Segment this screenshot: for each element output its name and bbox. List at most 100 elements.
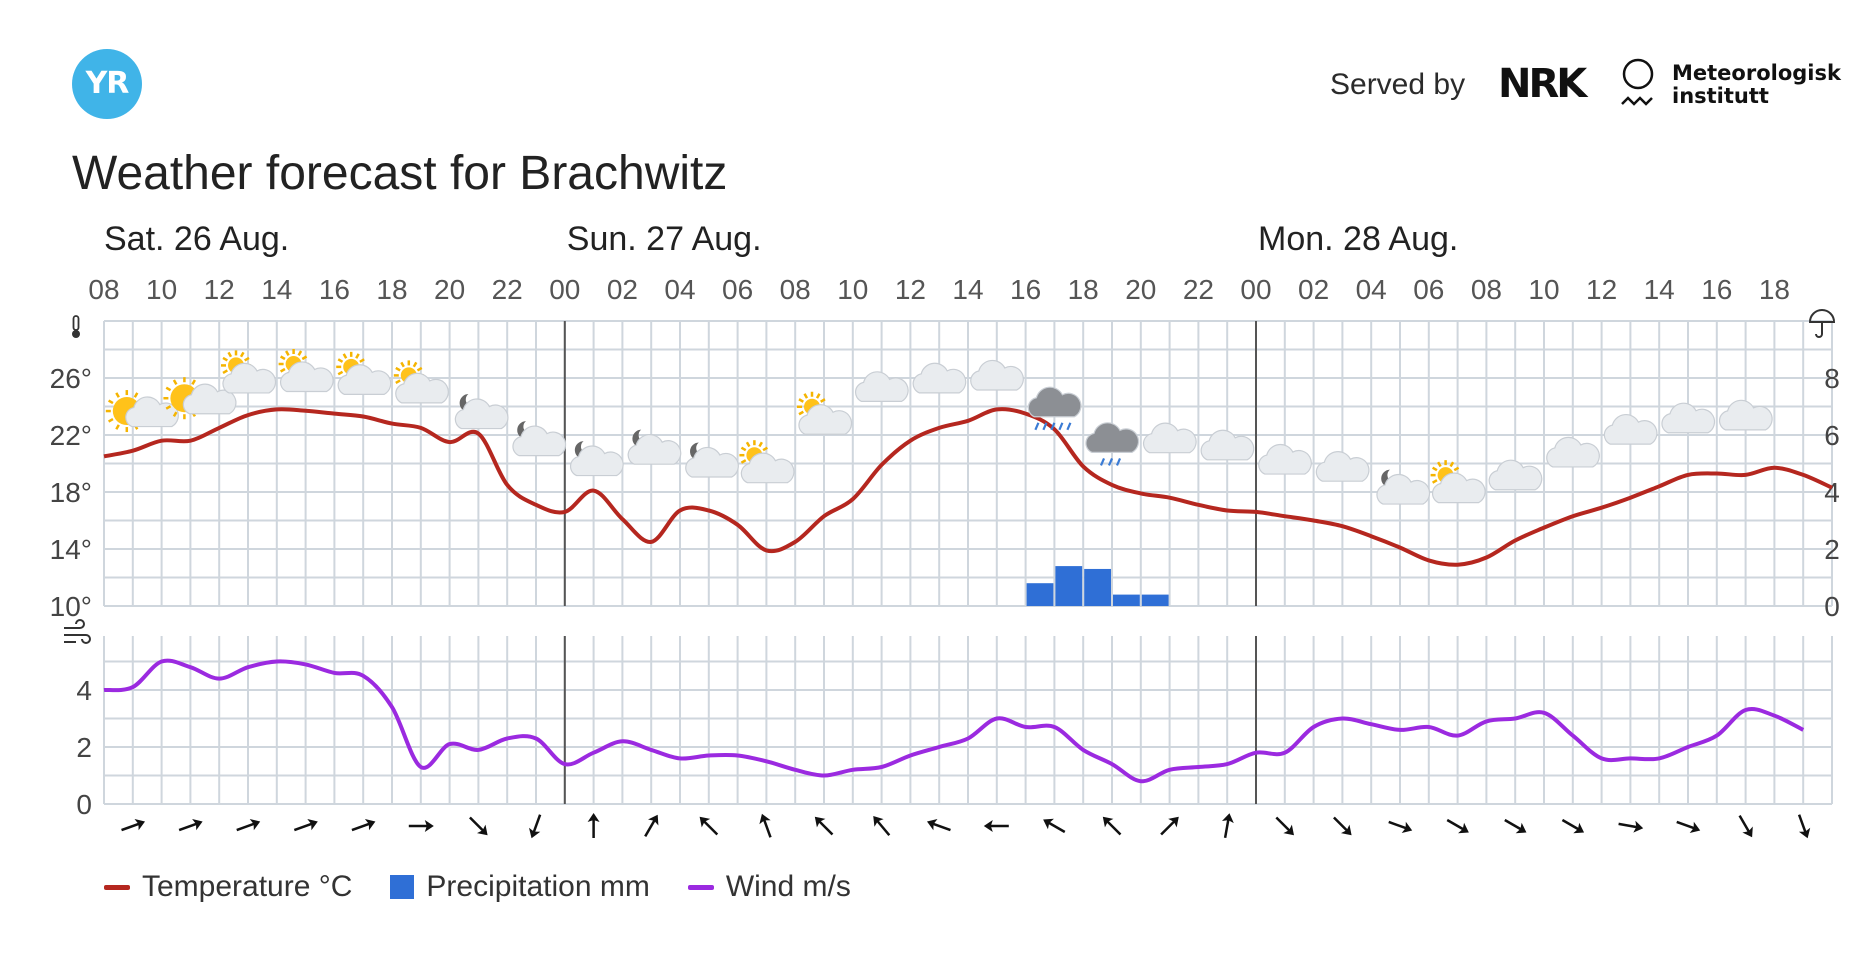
- wind-direction-arrow: [1043, 818, 1066, 834]
- yr-logo[interactable]: YR: [72, 49, 142, 119]
- wind-direction-arrow: [1618, 820, 1644, 833]
- precip-bar: [1055, 566, 1083, 606]
- time-tick-label: 12: [895, 274, 926, 305]
- wind-axis-tick: 0: [76, 789, 92, 820]
- legend-wind: Wind m/s: [687, 870, 851, 904]
- time-tick-label: 18: [376, 274, 407, 305]
- time-tick-label: 08: [88, 274, 119, 305]
- legend-temperature-swatch: [104, 884, 130, 890]
- sun-partly-cloudy-icon: [163, 377, 237, 420]
- wind-direction-arrow: [1102, 816, 1122, 836]
- wind-direction-arrow: [1221, 813, 1234, 839]
- time-tick-label: 04: [1356, 274, 1387, 305]
- time-tick-label: 08: [780, 274, 811, 305]
- time-tick-label: 16: [1010, 274, 1041, 305]
- sun-partly-cloudy-icon: [105, 390, 179, 433]
- wind-direction-arrow: [644, 814, 659, 838]
- time-tick-label: 14: [952, 274, 983, 305]
- legend-precipitation-label: Precipitation mm: [426, 870, 650, 903]
- partly-cloudy-night-icon: [454, 394, 509, 430]
- wind-direction-arrow: [469, 816, 488, 836]
- wind-direction-arrow: [178, 818, 203, 832]
- wind-direction-arrow: [873, 816, 891, 836]
- cloud-icon: [854, 371, 909, 402]
- day-label: Sat. 26 Aug.: [104, 220, 289, 258]
- time-tick-label: 10: [1528, 274, 1559, 305]
- partly-cloudy-day-icon: [1430, 460, 1486, 504]
- thermometer-icon: [72, 315, 80, 338]
- wind-direction-arrow: [1676, 820, 1701, 834]
- cloud-icon: [1603, 413, 1658, 445]
- chart-legend: Temperature °C Precipitation mm Wind m/s: [104, 870, 889, 904]
- wind-direction-arrow: [1333, 816, 1352, 836]
- time-tick-label: 20: [434, 274, 465, 305]
- precip-bar: [1113, 594, 1140, 606]
- time-tick-label: 12: [1586, 274, 1617, 305]
- partly-cloudy-day-icon: [278, 349, 334, 393]
- legend-temperature-label: Temperature °C: [142, 870, 353, 903]
- umbrella-icon: [1808, 309, 1836, 338]
- legend-precipitation: Precipitation mm: [390, 870, 650, 904]
- wind-direction-arrow: [759, 813, 772, 838]
- wind-direction-arrow: [587, 813, 600, 838]
- legend-temperature: Temperature °C: [104, 870, 352, 904]
- time-tick-label: 02: [1298, 274, 1329, 305]
- time-tick-label: 18: [1068, 274, 1099, 305]
- precip-bar: [1084, 568, 1111, 606]
- wind-direction-arrow: [1561, 818, 1585, 834]
- time-tick-label: 00: [1240, 274, 1271, 305]
- partly-cloudy-night-icon: [1376, 469, 1431, 505]
- temp-axis-tick: 22°: [50, 420, 92, 451]
- wind-direction-arrow: [1797, 814, 1811, 839]
- cloud-icon: [970, 359, 1024, 391]
- wind-direction-arrow: [1738, 814, 1753, 838]
- wind-direction-arrow: [528, 814, 542, 839]
- time-tick-label: 04: [664, 274, 695, 305]
- cloud-icon: [1718, 399, 1773, 431]
- time-tick-label: 06: [722, 274, 753, 305]
- wind-direction-arrow: [121, 818, 146, 832]
- time-tick-label: 10: [837, 274, 868, 305]
- wind-direction-arrow: [1388, 820, 1413, 834]
- temp-axis-tick: 26°: [50, 363, 92, 394]
- legend-precipitation-swatch: [390, 875, 415, 899]
- cloud-icon: [1200, 429, 1255, 461]
- precip-bar: [1026, 583, 1054, 606]
- time-tick-label: 08: [1471, 274, 1502, 305]
- wind-direction-arrow: [293, 818, 318, 832]
- partly-cloudy-night-icon: [627, 429, 682, 465]
- time-tick-label: 16: [319, 274, 350, 305]
- time-tick-label: 02: [607, 274, 638, 305]
- wind-line: [103, 658, 1805, 784]
- time-tick-label: 12: [204, 274, 235, 305]
- met-institute-logo-icon[interactable]: [1618, 58, 1658, 114]
- cloud-icon: [912, 362, 967, 394]
- rain-cloud-icon: [1027, 386, 1082, 431]
- served-by-label: Served by: [1330, 68, 1466, 101]
- temp-axis-tick: 14°: [50, 534, 92, 565]
- time-tick-label: 14: [1644, 274, 1675, 305]
- precip-axis-tick: 4: [1824, 477, 1840, 508]
- partly-cloudy-night-icon: [569, 441, 624, 477]
- day-label: Mon. 28 Aug.: [1258, 220, 1458, 258]
- wind-direction-arrow: [1275, 816, 1294, 836]
- light-rain-cloud-icon: [1085, 422, 1140, 466]
- time-tick-label: 14: [261, 274, 292, 305]
- temp-axis-tick: 10°: [50, 591, 92, 622]
- precip-axis-tick: 8: [1824, 363, 1840, 394]
- day-label: Sun. 27 Aug.: [567, 220, 762, 258]
- met-institute-name[interactable]: Meteorologisk institutt: [1672, 62, 1841, 108]
- cloud-icon: [1546, 436, 1600, 468]
- precip-axis-tick: 6: [1824, 420, 1840, 451]
- wind-direction-arrow: [699, 816, 719, 836]
- nrk-logo[interactable]: NRK: [1498, 61, 1587, 107]
- cloud-icon: [1315, 451, 1370, 482]
- time-tick-label: 16: [1701, 274, 1732, 305]
- partly-cloudy-day-icon: [797, 391, 853, 435]
- time-tick-label: 22: [492, 274, 523, 305]
- time-tick-label: 00: [549, 274, 580, 305]
- cloud-icon: [1142, 422, 1197, 454]
- page-title: Weather forecast for Brachwitz: [72, 147, 728, 200]
- wind-direction-arrow: [983, 820, 1009, 832]
